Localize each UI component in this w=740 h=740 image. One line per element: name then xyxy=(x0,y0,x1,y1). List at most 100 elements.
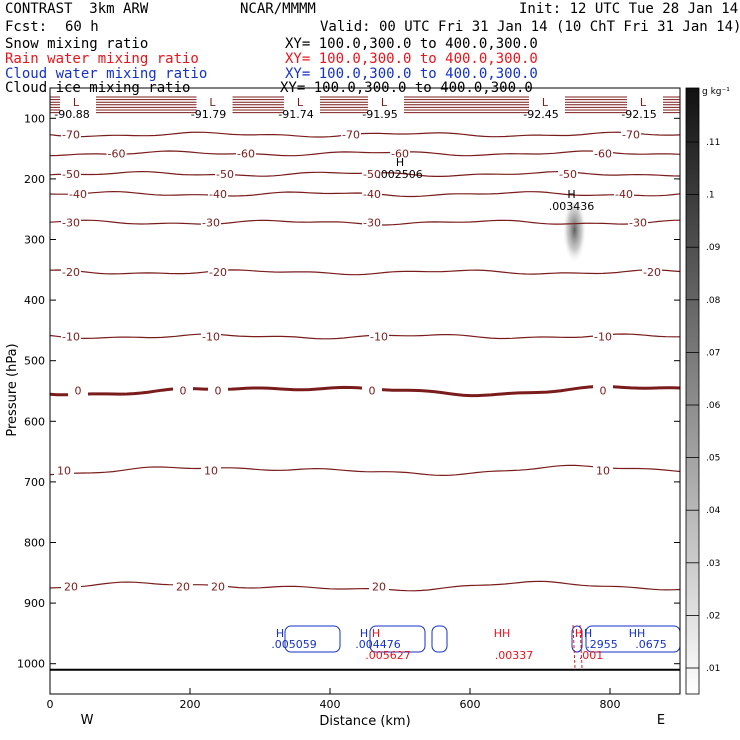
contour-label: 10 xyxy=(204,464,218,477)
contour-label: -30 xyxy=(363,217,381,230)
low-marker: L xyxy=(297,96,304,109)
snow-max-value: .002506 xyxy=(377,168,423,181)
contour-label: -70 xyxy=(342,129,360,142)
valid-time: Valid: 00 UTC Fri 31 Jan 14 (10 ChT Fri … xyxy=(320,19,740,35)
field-snow-name: Snow mixing ratio xyxy=(5,36,149,52)
colorbar xyxy=(685,87,700,695)
model-title: CONTRAST 3km ARW xyxy=(5,1,149,17)
cloud-water-max-marker: H xyxy=(360,627,368,640)
field-rain-name: Rain water mixing ratio xyxy=(5,51,199,67)
low-marker: L xyxy=(542,96,549,109)
cloud-water-max-marker: H xyxy=(584,627,592,640)
x-tick-label: 200 xyxy=(180,698,201,711)
field-rain-xy: XY= 100.0,300.0 to 400.0,300.0 xyxy=(285,51,538,67)
y-tick-label: 400 xyxy=(24,294,45,307)
rain-max-value: .005627 xyxy=(365,649,411,662)
x-end-label-west: W xyxy=(81,713,94,728)
temperature-contour xyxy=(49,150,681,157)
contour-label: 20 xyxy=(211,581,225,594)
cloud-water-max-value: .004476 xyxy=(355,638,401,651)
fcst-value: 60 h xyxy=(65,19,99,35)
contour-label: 20 xyxy=(176,581,190,594)
x-end-label-east: E xyxy=(657,713,665,728)
rain-contour xyxy=(572,624,576,669)
contour-label: -40 xyxy=(363,188,381,201)
cloud-water-contour xyxy=(284,625,341,653)
cloud-water-max-value: .2955 xyxy=(586,638,618,651)
contour-label: -30 xyxy=(62,217,80,230)
contour-label: -70 xyxy=(62,129,80,142)
contour-label: -10 xyxy=(370,330,388,343)
field-cloudwater-name: Cloud water mixing ratio xyxy=(5,66,208,82)
contour-label: 0 xyxy=(215,384,222,397)
colorbar-label: .01 xyxy=(706,664,720,674)
cloud-water-contour xyxy=(369,625,426,653)
x-tick-label: 400 xyxy=(320,698,341,711)
contour-label: -30 xyxy=(202,217,220,230)
low-value: -92.45 xyxy=(523,108,558,121)
y-tick-label: 300 xyxy=(24,234,45,247)
snow-max-marker: H xyxy=(396,156,404,169)
cloud-water-max-marker: HH xyxy=(629,627,646,640)
contour-label: -60 xyxy=(237,147,255,160)
low-value: -90.88 xyxy=(54,108,89,121)
contour-label: -10 xyxy=(62,330,80,343)
x-tick-label: 600 xyxy=(460,698,481,711)
rain-max-value: .001 xyxy=(579,649,604,662)
fcst-label: Fcst: xyxy=(5,19,48,35)
contour-label: -50 xyxy=(62,168,80,181)
snow-max-marker: H xyxy=(567,188,575,201)
rain-max-marker: H xyxy=(372,627,380,640)
snow-shading xyxy=(562,195,587,264)
contour-label: -10 xyxy=(594,330,612,343)
contour-label: -60 xyxy=(391,147,409,160)
temperature-contour xyxy=(49,131,681,138)
contour-label: -40 xyxy=(69,188,87,201)
contour-label: -20 xyxy=(209,266,227,279)
y-tick-label: 900 xyxy=(24,597,45,610)
low-value: -91.79 xyxy=(191,108,226,121)
colorbar-label: .1 xyxy=(706,191,715,201)
contour-label: -50 xyxy=(216,168,234,181)
center-title: NCAR/MMMM xyxy=(240,1,316,17)
colorbar-label: .07 xyxy=(706,348,720,358)
y-tick-label: 600 xyxy=(24,415,45,428)
field-cloudwater-xy: XY= 100.0,300.0 to 400.0,300.0 xyxy=(285,66,538,82)
cloud-water-contour xyxy=(431,625,448,653)
contour-label: 0 xyxy=(75,384,82,397)
low-value: -92.15 xyxy=(621,108,656,121)
rain-max-marker: HH xyxy=(494,627,511,640)
contour-label: -10 xyxy=(202,330,220,343)
colorbar-label: .03 xyxy=(706,559,720,569)
colorbar-label: .11 xyxy=(706,138,720,148)
contour-label: -40 xyxy=(615,188,633,201)
x-tick-label: 800 xyxy=(600,698,621,711)
y-tick-label: 800 xyxy=(24,537,45,550)
x-axis-title: Distance (km) xyxy=(319,714,410,729)
y-tick-label: 200 xyxy=(24,173,45,186)
low-value: -91.74 xyxy=(278,108,313,121)
field-snow-xy: XY= 100.0,300.0 to 400.0,300.0 xyxy=(285,36,538,52)
low-marker: L xyxy=(209,96,216,109)
temperature-contour xyxy=(49,269,681,276)
y-tick-label: 100 xyxy=(24,112,45,125)
rain-contour xyxy=(579,624,583,669)
low-marker: L xyxy=(381,96,388,109)
contour-label: -60 xyxy=(594,147,612,160)
contour-label: -60 xyxy=(108,147,126,160)
init-time: Init: 12 UTC Tue 28 Jan 14 xyxy=(519,1,739,17)
cloud-water-max-value: .005059 xyxy=(271,638,317,651)
low-marker: L xyxy=(640,96,647,109)
colorbar-label: .06 xyxy=(706,401,721,411)
temperature-contour xyxy=(49,333,680,340)
contour-label: 20 xyxy=(64,581,78,594)
low-value: -91.95 xyxy=(362,108,397,121)
contour-label: 10 xyxy=(57,464,71,477)
cloud-water-max-value: .0675 xyxy=(635,638,667,651)
colorbar-label: .02 xyxy=(706,611,720,621)
contour-label: 0 xyxy=(600,384,607,397)
contour-label: 10 xyxy=(596,464,610,477)
colorbar-label: .05 xyxy=(706,454,720,464)
contour-label: -70 xyxy=(622,129,640,142)
